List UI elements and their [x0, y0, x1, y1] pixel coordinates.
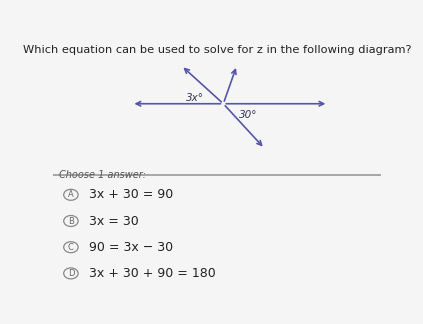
- Text: 3x = 30: 3x = 30: [89, 214, 139, 227]
- Text: Which equation can be used to solve for z in the following diagram?: Which equation can be used to solve for …: [22, 45, 411, 55]
- Text: 3x°: 3x°: [187, 93, 204, 102]
- Text: 90 = 3x − 30: 90 = 3x − 30: [89, 241, 173, 254]
- Text: 3x + 30 = 90: 3x + 30 = 90: [89, 188, 173, 201]
- Text: D: D: [68, 269, 74, 278]
- Text: C: C: [68, 243, 74, 252]
- Text: Choose 1 answer:: Choose 1 answer:: [59, 170, 146, 180]
- Text: 30°: 30°: [239, 110, 257, 120]
- Text: A: A: [68, 190, 74, 199]
- Text: B: B: [68, 216, 74, 226]
- Text: 3x + 30 + 90 = 180: 3x + 30 + 90 = 180: [89, 267, 216, 280]
